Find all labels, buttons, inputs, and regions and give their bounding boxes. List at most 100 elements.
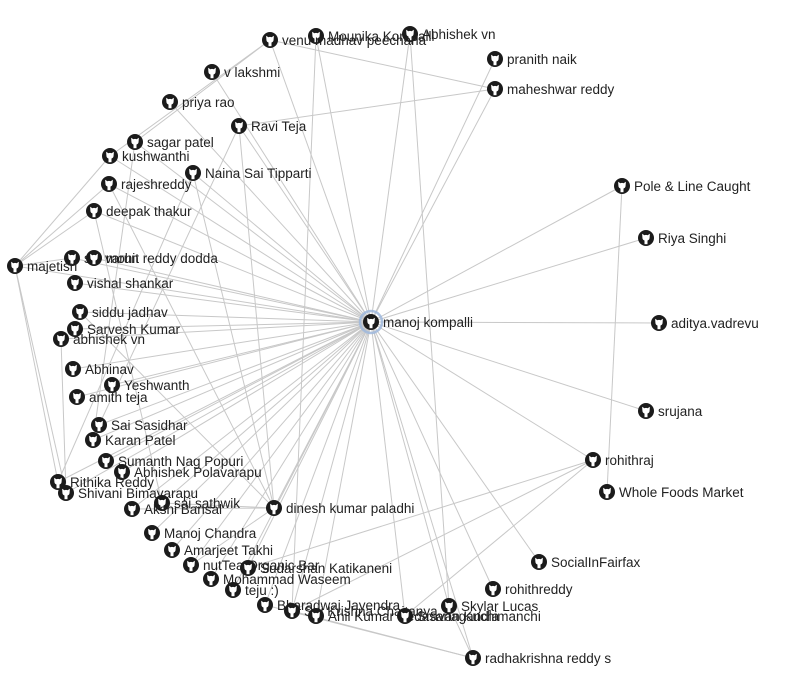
node-abhishek-vn-top[interactable]: Abhishek vn (402, 26, 496, 42)
edge-manoj-kompalli-to-sagar-patel (134, 141, 372, 323)
node-manoj-chandra[interactable]: Manoj Chandra (144, 525, 257, 541)
edge-ravi-teja-to-sai-sasidhar (98, 125, 240, 426)
node-v-lakshmi[interactable]: v lakshmi (204, 64, 280, 80)
node-label: Naina Sai Tipparti (205, 166, 312, 181)
node-priya-rao[interactable]: priya rao (162, 94, 235, 110)
edge-abhishek-vn-to-shivani-bimavarapu (60, 338, 67, 494)
node-socialinfairfax[interactable]: SocialInFairfax (531, 554, 641, 570)
node-deepak-thakur[interactable]: deepak thakur (86, 203, 192, 219)
node-label: nutTea Organic Bar (203, 558, 320, 573)
node-vishal-shankar[interactable]: vishal shankar (67, 275, 174, 291)
node-riya-singhi[interactable]: Riya Singhi (638, 230, 726, 246)
github-icon (651, 315, 667, 331)
node-label: Yeshwanth (124, 378, 190, 393)
edge-nuttea-organic-bar-to-dinesh-kumar-paladhi (190, 507, 275, 566)
node-aditya-vadrevu[interactable]: aditya.vadrevu (651, 315, 759, 331)
edge-manoj-kompalli-to-skylar-lucas (370, 321, 450, 607)
node-pole-line-caught[interactable]: Pole & Line Caught (614, 178, 751, 194)
node-label: Anil Kumar Pedasanagandla (328, 609, 500, 624)
node-label: Shivani Bimavarapu (78, 486, 198, 501)
edge-rajeshreddy-to-dinesh-kumar-paladhi (108, 183, 275, 509)
node-naina-sai-tipparti[interactable]: Naina Sai Tipparti (185, 165, 312, 181)
node-ravi-teja[interactable]: Ravi Teja (231, 118, 307, 134)
node-mohammad-waseem[interactable]: Mohammad Waseem (203, 571, 351, 587)
node-sudarshan-katikaneni[interactable]: Sudarshan Katikaneni (240, 560, 392, 576)
node-srujana[interactable]: srujana (638, 403, 703, 419)
edge-manoj-kompalli-to-sudarshan-katikaneni (247, 321, 372, 569)
edge-mounika-kompalli-to-sai-krishna-chaitanya (291, 35, 317, 612)
node-sagar-patel[interactable]: sagar patel (127, 134, 214, 150)
github-icon (225, 582, 241, 598)
node-rithika-reddy[interactable]: Rithika Reddy (50, 474, 154, 490)
node-amith-teja[interactable]: amith teja (69, 389, 148, 405)
node-radhakrishna-reddy-s[interactable]: radhakrishna reddy s (465, 650, 611, 666)
node-majetisri[interactable]: majetisri (7, 258, 77, 274)
node-abhishek-polavarapu[interactable]: Abhishek Polavarapu (114, 464, 262, 480)
edge-pole-line-caught-to-whole-foods-market (606, 185, 623, 493)
edge-manoj-kompalli-to-mounika-kompalli (315, 35, 372, 323)
node-sravan-kuchimanchi[interactable]: Sravan Kuchimanchi (397, 608, 541, 624)
edge-manoj-kompalli-to-siddu-jadhav (79, 311, 372, 323)
edge-sagar-patel-to-karan-patel (92, 141, 136, 441)
edge-sai-varun-to-majetisri (14, 257, 73, 267)
node-abhishek-vn[interactable]: abhishek vn (53, 331, 145, 347)
edge-manoj-kompalli-to-pole-line-caught (370, 185, 623, 323)
node-rohithraj[interactable]: rohithraj (585, 452, 654, 468)
node-label: kushwanthi (122, 149, 190, 164)
node-maheshwar-reddy[interactable]: maheshwar reddy (487, 81, 615, 97)
node-amarjeet-takhi[interactable]: Amarjeet Takhi (164, 542, 273, 558)
node-shivani-bimavarapu[interactable]: Shivani Bimavarapu (58, 485, 198, 501)
node-nuttea-organic-bar[interactable]: nutTea Organic Bar (183, 557, 320, 573)
node-venu-madhav-peecharla[interactable]: venu madhav peecharla (262, 32, 427, 48)
node-label: sai sathwik (174, 496, 240, 511)
github-icon (86, 203, 102, 219)
node-label: Bharadwaj Jayendra (277, 598, 401, 613)
edge-layer (14, 33, 660, 659)
github-icon (162, 94, 178, 110)
github-icon (262, 32, 278, 48)
node-manoj-kompalli[interactable]: manoj kompalli (358, 309, 473, 335)
node-pranith-naik[interactable]: pranith naik (487, 51, 577, 67)
node-teju[interactable]: teju :) (225, 582, 279, 598)
edge-bharadwaj-jayendra-to-radhakrishna-reddy-s (264, 604, 474, 659)
node-dinesh-kumar-paladhi[interactable]: dinesh kumar paladhi (266, 500, 414, 516)
node-bharadwaj-jayendra[interactable]: Bharadwaj Jayendra (257, 597, 401, 613)
node-label: rohithraj (605, 453, 654, 468)
github-icon (67, 321, 83, 337)
node-kushwanthi[interactable]: kushwanthi (102, 148, 190, 164)
edge-manoj-kompalli-to-abhinav (72, 321, 372, 370)
node-siddu-jadhav[interactable]: siddu jadhav (72, 304, 168, 320)
node-mohit-reddy-dodda[interactable]: mohit reddy dodda (86, 250, 218, 266)
github-icon (50, 474, 66, 490)
hub-highlight (358, 309, 384, 335)
node-rohithreddy[interactable]: rohithreddy (485, 581, 573, 597)
github-icon (58, 485, 74, 501)
node-abhinav[interactable]: Abhinav (65, 361, 134, 377)
node-akshi-bansal[interactable]: Akshi Bansal (124, 501, 222, 517)
github-icon (284, 603, 300, 619)
node-sai-sasidhar[interactable]: Sai Sasidhar (91, 417, 188, 433)
github-icon (308, 608, 324, 624)
edge-manoj-kompalli-to-vishal-shankar (74, 282, 372, 323)
node-label: Abhishek Polavarapu (134, 465, 262, 480)
node-label: maheshwar reddy (507, 82, 615, 97)
edge-manoj-kompalli-to-abhishek-vn-top (370, 33, 411, 323)
node-yeshwanth[interactable]: Yeshwanth (104, 377, 190, 393)
node-anil-kumar-pedasanagandla[interactable]: Anil Kumar Pedasanagandla (308, 608, 500, 624)
node-sumanth-nag-popuri[interactable]: Sumanth Nag Popuri (98, 453, 243, 469)
node-sai-sathwik[interactable]: sai sathwik (154, 495, 240, 511)
edge-rohithraj-to-sravan-kuchimanchi (404, 459, 594, 617)
edge-manoj-kompalli-to-riya-singhi (370, 237, 647, 323)
github-icon (86, 250, 102, 266)
node-karan-patel[interactable]: Karan Patel (85, 432, 176, 448)
github-icon (124, 501, 140, 517)
node-sarvesh-kumar[interactable]: Sarvesh Kumar (67, 321, 181, 337)
edge-manoj-kompalli-to-teju (232, 321, 372, 591)
node-whole-foods-market[interactable]: Whole Foods Market (599, 484, 744, 500)
node-rajeshreddy[interactable]: rajeshreddy (101, 176, 192, 192)
node-label: Abhinav (85, 362, 134, 377)
node-label: mohit reddy dodda (106, 251, 218, 266)
node-skylar-lucas[interactable]: Skylar Lucas (441, 598, 539, 614)
